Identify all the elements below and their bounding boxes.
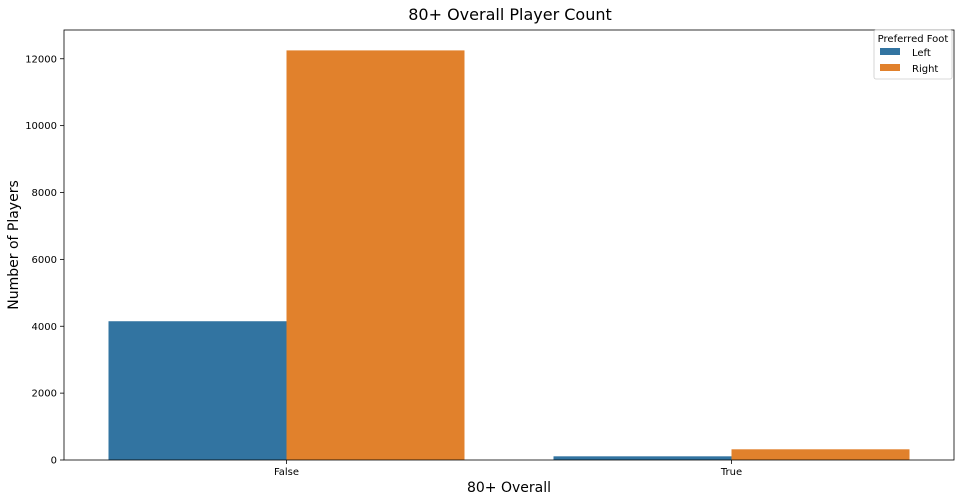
bar-right-true <box>731 449 910 460</box>
plot-frame <box>63 29 955 461</box>
bar-left-true <box>553 456 732 460</box>
y-tick-label: 8000 <box>32 188 57 199</box>
x-tick-label: True <box>720 467 742 478</box>
y-tick-label: 12000 <box>25 54 57 65</box>
legend-swatch-left <box>880 48 900 55</box>
y-axis-label: Number of Players <box>6 180 22 310</box>
chart-title: 80+ Overall Player Count <box>408 5 612 24</box>
y-axis: 0 2000 4000 6000 8000 10000 12000 <box>25 54 64 467</box>
y-tick-label: 6000 <box>32 255 57 266</box>
y-tick-label: 4000 <box>32 322 57 333</box>
legend-label-left: Left <box>912 48 931 59</box>
x-axis: False True <box>274 460 742 478</box>
y-tick-label: 10000 <box>25 121 57 132</box>
bar-right-false <box>286 50 465 461</box>
bar-left-false <box>108 321 287 460</box>
x-axis-label: 80+ Overall <box>467 480 551 496</box>
legend: Preferred Foot Left Right <box>873 29 953 80</box>
x-tick-label: False <box>274 467 299 478</box>
legend-label-right: Right <box>912 64 938 75</box>
y-tick-label: 2000 <box>32 389 57 400</box>
bars-layer <box>108 50 910 461</box>
legend-title: Preferred Foot <box>878 34 949 45</box>
legend-swatch-right <box>880 64 900 71</box>
y-tick-label: 0 <box>51 456 57 467</box>
